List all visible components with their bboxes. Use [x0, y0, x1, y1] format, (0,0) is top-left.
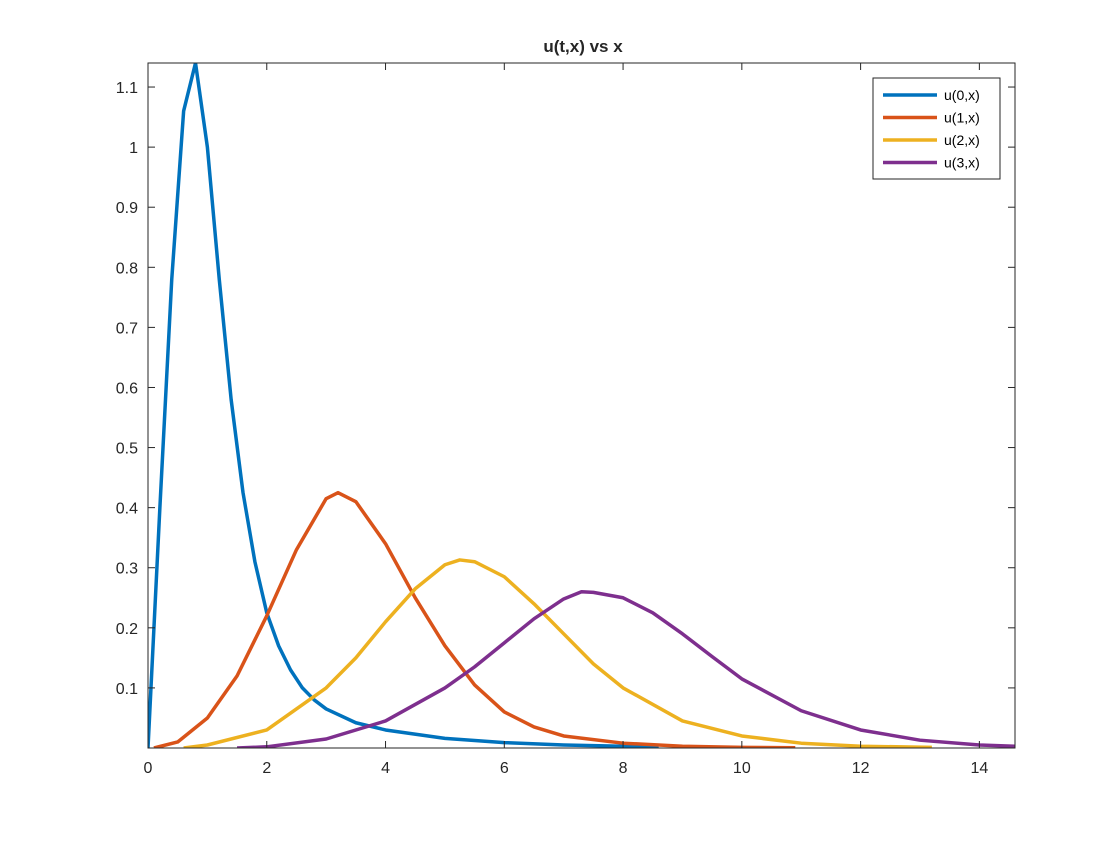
- series-line-1: [153, 490, 796, 748]
- legend-label: u(0,x): [944, 87, 980, 103]
- legend-label: u(2,x): [944, 132, 980, 148]
- series-line-0: [148, 63, 659, 748]
- y-tick-label: 0.1: [116, 681, 138, 698]
- axes-box: [147, 62, 1016, 749]
- y-tick-label: 0.9: [116, 200, 138, 217]
- y-tick-label: 0.2: [116, 621, 138, 638]
- y-tick-label: 0.6: [116, 380, 138, 397]
- legend: u(0,x) u(1,x) u(2,x) u(3,x): [872, 77, 1001, 180]
- y-tick-label: 0.4: [116, 501, 138, 518]
- series-line-3: [237, 590, 1015, 748]
- x-tick-label: 10: [733, 760, 751, 777]
- x-tick-label: 6: [500, 760, 509, 777]
- x-tick-label: 2: [262, 760, 271, 777]
- x-tick-label: 14: [970, 760, 988, 777]
- x-tick-label: 4: [381, 760, 390, 777]
- x-tick-label: 12: [852, 760, 870, 777]
- chart-title: u(t,x) vs x: [543, 37, 623, 56]
- plot-area: [148, 63, 1015, 748]
- axes: 0 2 4 6 8 10 12 14 0.1 0.2 0.3 0.4 0.5 0.6 0.7 0.8 0.9 1 1…: [116, 62, 1016, 777]
- x-tick-label: 0: [144, 760, 153, 777]
- y-tick-label: 0.3: [116, 561, 138, 578]
- legend-label: u(3,x): [944, 155, 980, 171]
- series-line-2: [183, 558, 932, 748]
- x-tick-label: 8: [619, 760, 628, 777]
- y-tick-label: 0.7: [116, 320, 138, 337]
- y-tick-label: 1: [129, 140, 138, 157]
- y-tick-label: 1.1: [116, 80, 138, 97]
- legend-label: u(1,x): [944, 110, 980, 126]
- y-tick-label: 0.8: [116, 260, 138, 277]
- y-tick-label: 0.5: [116, 441, 138, 458]
